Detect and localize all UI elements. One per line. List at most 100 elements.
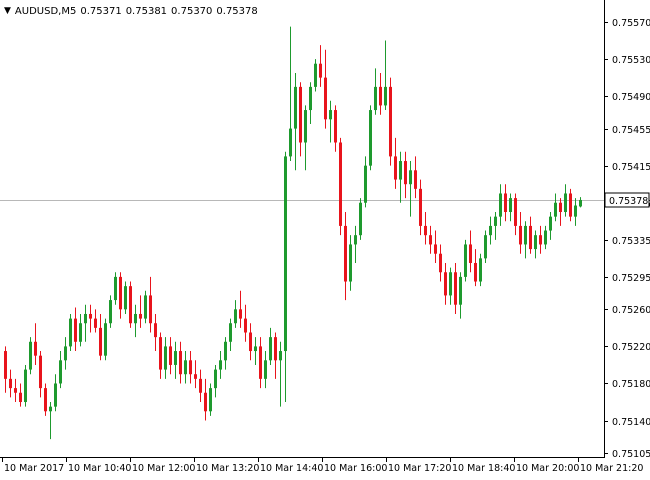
bull-candle: [574, 198, 577, 226]
bull-candle: [579, 197, 582, 208]
candle-body: [84, 313, 87, 324]
bull-candle: [304, 105, 307, 171]
price-tick-label: 0.75415: [612, 162, 650, 173]
bull-candle: [289, 26, 292, 162]
candle-body: [254, 346, 257, 352]
candle-body: [504, 193, 507, 213]
candle-body: [139, 313, 142, 319]
candle-body: [289, 128, 292, 157]
bear-candle: [539, 225, 542, 254]
candle-body: [359, 202, 362, 236]
candle-body: [54, 383, 57, 407]
bear-candle: [514, 193, 517, 236]
bear-candle: [9, 369, 12, 398]
candle-body: [519, 225, 522, 245]
bull-candle: [224, 337, 227, 370]
bull-candle: [399, 151, 402, 203]
candle-body: [309, 86, 312, 111]
time-tick-label: 10 Mar 10:40: [68, 463, 131, 474]
candle-body: [409, 170, 412, 185]
candle-body: [44, 388, 47, 412]
bull-candle: [294, 72, 297, 171]
time-tick-label: 10 Mar 16:00: [324, 463, 387, 474]
candle-body: [564, 193, 567, 213]
bull-candle: [374, 68, 377, 115]
bear-candle: [394, 137, 397, 189]
candle-body: [369, 110, 372, 166]
candle-body: [379, 86, 382, 106]
candle-body: [469, 244, 472, 263]
candle-body: [89, 313, 92, 319]
candle-body: [514, 198, 517, 226]
candle-body: [484, 235, 487, 259]
bear-candle: [469, 230, 472, 273]
bear-candle: [149, 276, 152, 333]
bear-candle: [34, 323, 37, 365]
bull-candle: [449, 267, 452, 305]
price-tick-label: 0.75140: [612, 417, 650, 428]
price-tick-label: 0.75295: [612, 273, 650, 284]
bear-candle: [94, 309, 97, 333]
candle-body: [169, 346, 172, 365]
bear-candle: [74, 307, 77, 352]
candle-body: [424, 225, 427, 236]
candle-body: [479, 258, 482, 282]
bear-candle: [4, 346, 7, 393]
bull-candle: [134, 304, 137, 338]
bear-candle: [444, 262, 447, 305]
bull-candle: [369, 105, 372, 171]
time-tick-label: 10 Mar 12:00: [132, 463, 195, 474]
candle-body: [549, 216, 552, 231]
candle-body: [574, 205, 577, 217]
bull-candle: [359, 198, 362, 240]
bull-candle: [254, 337, 257, 365]
bear-candle: [454, 262, 457, 314]
candle-body: [274, 337, 277, 361]
candle-body: [234, 309, 237, 324]
bull-candle: [489, 216, 492, 245]
candles-layer: [4, 26, 582, 440]
time-scale: 10 Mar 2017 10 Mar 10:40 10 Mar 12:00 10 Ma…: [2, 458, 643, 474]
bull-candle: [69, 313, 72, 352]
bull-candle: [49, 402, 52, 440]
candle-body: [349, 244, 352, 282]
bull-candle: [79, 313, 82, 347]
bear-candle: [339, 137, 342, 236]
bear-candle: [379, 72, 382, 115]
candle-body: [94, 318, 97, 328]
bear-candle: [119, 272, 122, 319]
candle-body: [124, 286, 127, 310]
bear-candle: [474, 249, 477, 287]
dropdown-triangle-icon[interactable]: ▼: [4, 5, 11, 16]
candle-body: [174, 351, 177, 365]
bull-candle: [214, 364, 217, 398]
candle-body: [9, 378, 12, 389]
candle-body: [494, 216, 497, 226]
bull-candle: [234, 300, 237, 328]
bull-candle: [464, 239, 467, 282]
bull-candle: [64, 337, 67, 370]
current-price-label: 0.75378: [609, 196, 648, 207]
bear-candle: [504, 184, 507, 222]
symbol-timeframe: AUDUSD,M5: [14, 5, 77, 17]
bear-candle: [19, 383, 22, 407]
candle-body: [314, 63, 317, 87]
bear-candle: [14, 378, 17, 403]
bear-candle: [319, 45, 322, 87]
bear-candle: [334, 105, 337, 152]
bull-candle: [554, 193, 557, 222]
candle-body: [184, 360, 187, 375]
bear-candle: [199, 369, 202, 403]
bull-candle: [284, 151, 287, 403]
price-tick-label: 0.75105: [612, 449, 650, 460]
bull-candle: [24, 364, 27, 407]
current-price-tag: 0.75378: [604, 192, 650, 208]
bull-candle: [124, 281, 127, 314]
bear-candle: [179, 341, 182, 384]
price-tick-label: 0.75570: [612, 18, 650, 29]
bull-candle: [459, 272, 462, 319]
candle-body: [324, 77, 327, 120]
bull-candle: [524, 221, 527, 259]
